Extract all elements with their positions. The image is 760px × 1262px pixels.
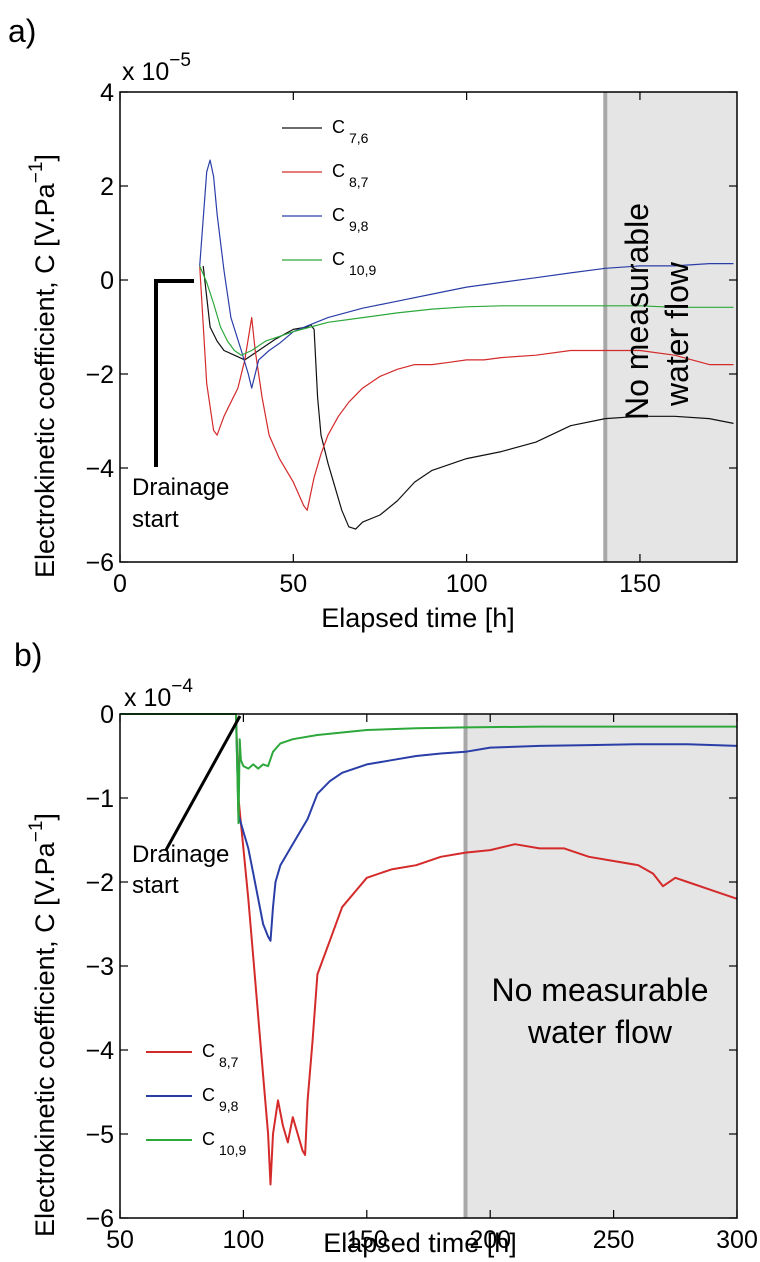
panel-a-drainage-pointer (154, 279, 194, 467)
y-tick-label: 0 (100, 701, 114, 729)
panel-a: a) 0 50 100 150 4 2 0 −2 −4 −6 x 10−5 Electrokine… (8, 13, 738, 633)
x-tick-label: 150 (619, 570, 661, 598)
series-line-10-9 (120, 713, 737, 825)
y-tick-label: −6 (85, 549, 114, 577)
panel-a-xlabel: Elapsed time [h] (321, 603, 515, 633)
panel-b-nmf-label: No measurable water flow (492, 972, 709, 1050)
panel-b-label: b) (14, 637, 42, 673)
panel-a-frame (119, 91, 738, 563)
y-tick-label: 4 (100, 79, 114, 107)
legend-entry: C10,9 (332, 249, 376, 278)
legend-entry: C8,7 (332, 161, 369, 190)
series-line-10-9 (199, 265, 734, 356)
series-line-7-6 (202, 265, 734, 530)
x-tick-label: 100 (223, 1226, 265, 1254)
y-tick-label: −5 (85, 1121, 114, 1149)
svg-text:Electrokinetic coefficient, C: Electrokinetic coefficient, C [V.Pa−1] (26, 154, 60, 578)
y-tick-label: −4 (85, 455, 114, 483)
panel-b-series (120, 713, 738, 1186)
y-tick-label: −4 (85, 1037, 114, 1065)
legend-entry: C7,6 (332, 117, 369, 146)
panel-b-drainage-pointer (164, 715, 242, 851)
panel-b-shaded-region (465, 714, 737, 1218)
panel-b: b) 50 100 150 200 250 300 0 −1 −2 −3 −4 −5 −6 x 10−4… (14, 637, 758, 1258)
legend-entry: C9,8 (202, 1085, 239, 1114)
svg-text:No measurable: No measurable (492, 972, 709, 1008)
svg-text:start: start (132, 872, 179, 899)
panel-b-ticks: 50 100 150 200 250 300 0 −1 −2 −3 −4 −5 −6 (85, 701, 757, 1254)
panel-a-exponent: x 10−5 (122, 50, 191, 86)
panel-b-drainage-annotation: Drainage start (132, 715, 242, 899)
y-tick-label: −1 (85, 785, 114, 813)
x-tick-label: 50 (106, 1226, 134, 1254)
svg-text:No measurable: No measurable (619, 203, 655, 420)
panel-b-xlabel: Elapsed time [h] (323, 1228, 517, 1258)
panel-b-exponent: x 10−4 (124, 676, 193, 712)
series-line-9-8 (120, 713, 738, 942)
legend-entry: C9,8 (332, 205, 369, 234)
panel-a-legend: C7,6 C8,7 C9,8 C10,9 (282, 117, 376, 278)
svg-text:water flow: water flow (659, 261, 695, 407)
x-tick-label: 250 (593, 1226, 635, 1254)
svg-text:Drainage: Drainage (132, 474, 229, 501)
svg-text:Drainage: Drainage (132, 841, 229, 868)
legend-entry: C10,9 (202, 1129, 246, 1158)
panel-a-label: a) (8, 13, 36, 49)
y-tick-label: −2 (85, 361, 114, 389)
panel-b-ylabel: Electrokinetic coefficient, C [V.Pa−1] (26, 813, 60, 1237)
series-line-8-7 (120, 713, 738, 1186)
y-tick-label: 0 (100, 267, 114, 295)
y-tick-label: 2 (100, 173, 114, 201)
svg-text:Electrokinetic coefficient, C: Electrokinetic coefficient, C [V.Pa−1] (26, 813, 60, 1237)
series-line-8-7 (199, 265, 734, 511)
x-tick-label: 0 (113, 570, 127, 598)
y-tick-label: −6 (85, 1205, 114, 1233)
panel-a-shaded-region (605, 92, 737, 562)
y-tick-label: −3 (85, 953, 114, 981)
panel-b-frame (119, 713, 738, 1219)
panel-b-legend: C8,7 C9,8 C10,9 (146, 1041, 246, 1158)
panel-a-nmf-label: No measurable water flow (619, 203, 695, 420)
svg-text:start: start (132, 506, 179, 533)
x-tick-label: 150 (346, 1226, 388, 1254)
legend-entry: C8,7 (202, 1041, 239, 1070)
svg-text:water flow: water flow (527, 1014, 673, 1050)
x-tick-label: 200 (469, 1226, 511, 1254)
panel-a-ylabel: Electrokinetic coefficient, C [V.Pa−1] (26, 154, 60, 578)
x-tick-label: 50 (279, 570, 307, 598)
x-tick-label: 100 (446, 570, 488, 598)
panel-a-series (199, 159, 734, 530)
x-tick-label: 300 (716, 1226, 758, 1254)
y-tick-label: −2 (85, 869, 114, 897)
panel-a-drainage-annotation: Drainage start (132, 279, 229, 533)
